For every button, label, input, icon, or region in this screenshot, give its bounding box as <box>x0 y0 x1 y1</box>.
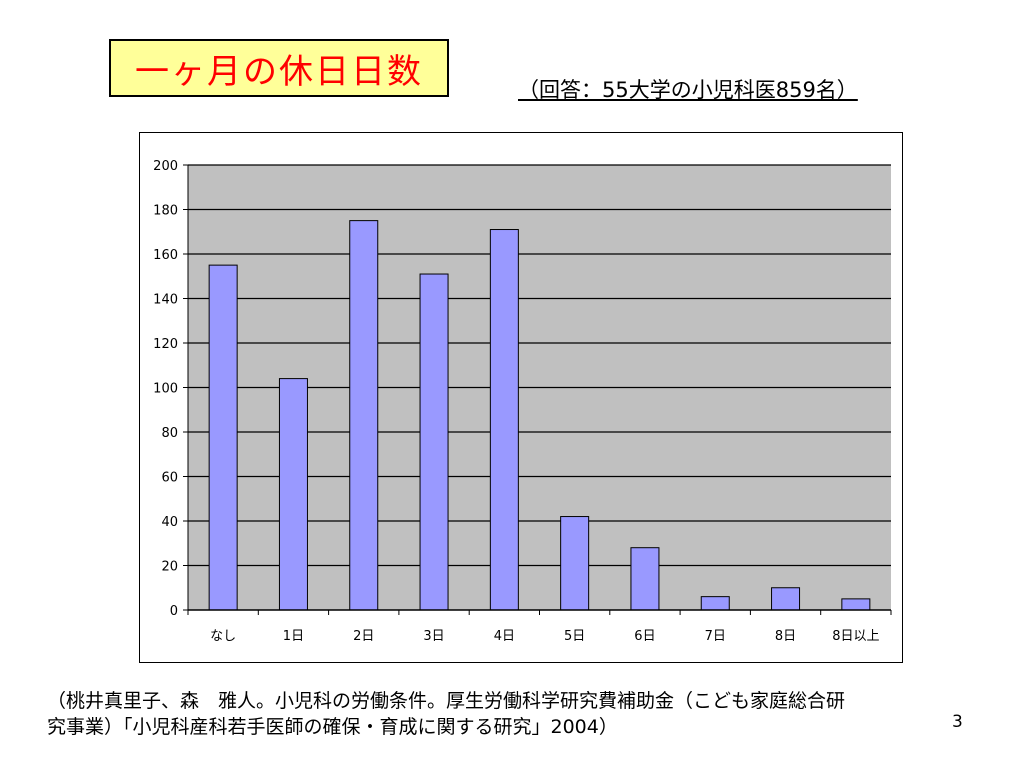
footnote-line-1: （桃井真里子、森 雅人。小児科の労働条件。厚生労働科学研究費補助金（こども家庭総… <box>47 690 846 712</box>
y-tick-label: 60 <box>161 471 178 486</box>
x-tick-label: 1日 <box>283 629 304 644</box>
x-tick-label: 4日 <box>494 629 515 644</box>
y-tick-label: 40 <box>161 515 178 530</box>
y-tick-label: 120 <box>153 337 178 352</box>
y-tick-label: 100 <box>153 382 178 397</box>
y-tick-label: 0 <box>170 604 178 619</box>
footnote-line-2: 究事業）「小児科産科若手医師の確保・育成に関する研究」2004） <box>47 716 618 738</box>
bar <box>489 229 519 611</box>
slide-title: 一ヶ月の休日日数 <box>135 51 423 92</box>
x-tick-label: 6日 <box>634 629 655 644</box>
x-tick-label: 5日 <box>564 629 585 644</box>
x-tick-label: 3日 <box>423 629 444 644</box>
bar <box>560 516 590 611</box>
bar <box>349 220 379 611</box>
y-tick-label: 140 <box>153 293 178 308</box>
x-tick-label: 2日 <box>353 629 374 644</box>
page-number: 3 <box>952 712 963 732</box>
chart-frame: 0 20 40 60 80 100 120 140 160 180 200 なし 1日 2日 3日 4日 5日 6… <box>139 132 903 663</box>
bar <box>841 598 871 611</box>
slide-title-box: 一ヶ月の休日日数 <box>109 39 449 97</box>
y-tick-label: 180 <box>153 204 178 219</box>
x-tick-label: 7日 <box>705 629 726 644</box>
bar <box>278 378 308 611</box>
x-tick-label: 8日 <box>775 629 796 644</box>
bar <box>771 587 801 611</box>
bar <box>419 273 449 611</box>
footnote: （桃井真里子、森 雅人。小児科の労働条件。厚生労働科学研究費補助金（こども家庭総… <box>47 688 947 740</box>
y-tick-label: 160 <box>153 248 178 263</box>
bar <box>630 547 660 611</box>
x-tick-label: なし <box>210 629 236 644</box>
x-tick-label: 8日以上 <box>832 629 879 644</box>
y-tick-label: 20 <box>161 560 178 575</box>
bar <box>700 596 730 611</box>
y-tick-label: 200 <box>153 159 178 174</box>
y-tick-label: 80 <box>161 426 178 441</box>
bar <box>208 264 238 611</box>
slide-subtitle: （回答：55大学の小児科医859名） <box>518 78 858 102</box>
bar-chart: 0 20 40 60 80 100 120 140 160 180 200 なし 1日 2日 3日 4日 5日 6… <box>153 159 892 644</box>
